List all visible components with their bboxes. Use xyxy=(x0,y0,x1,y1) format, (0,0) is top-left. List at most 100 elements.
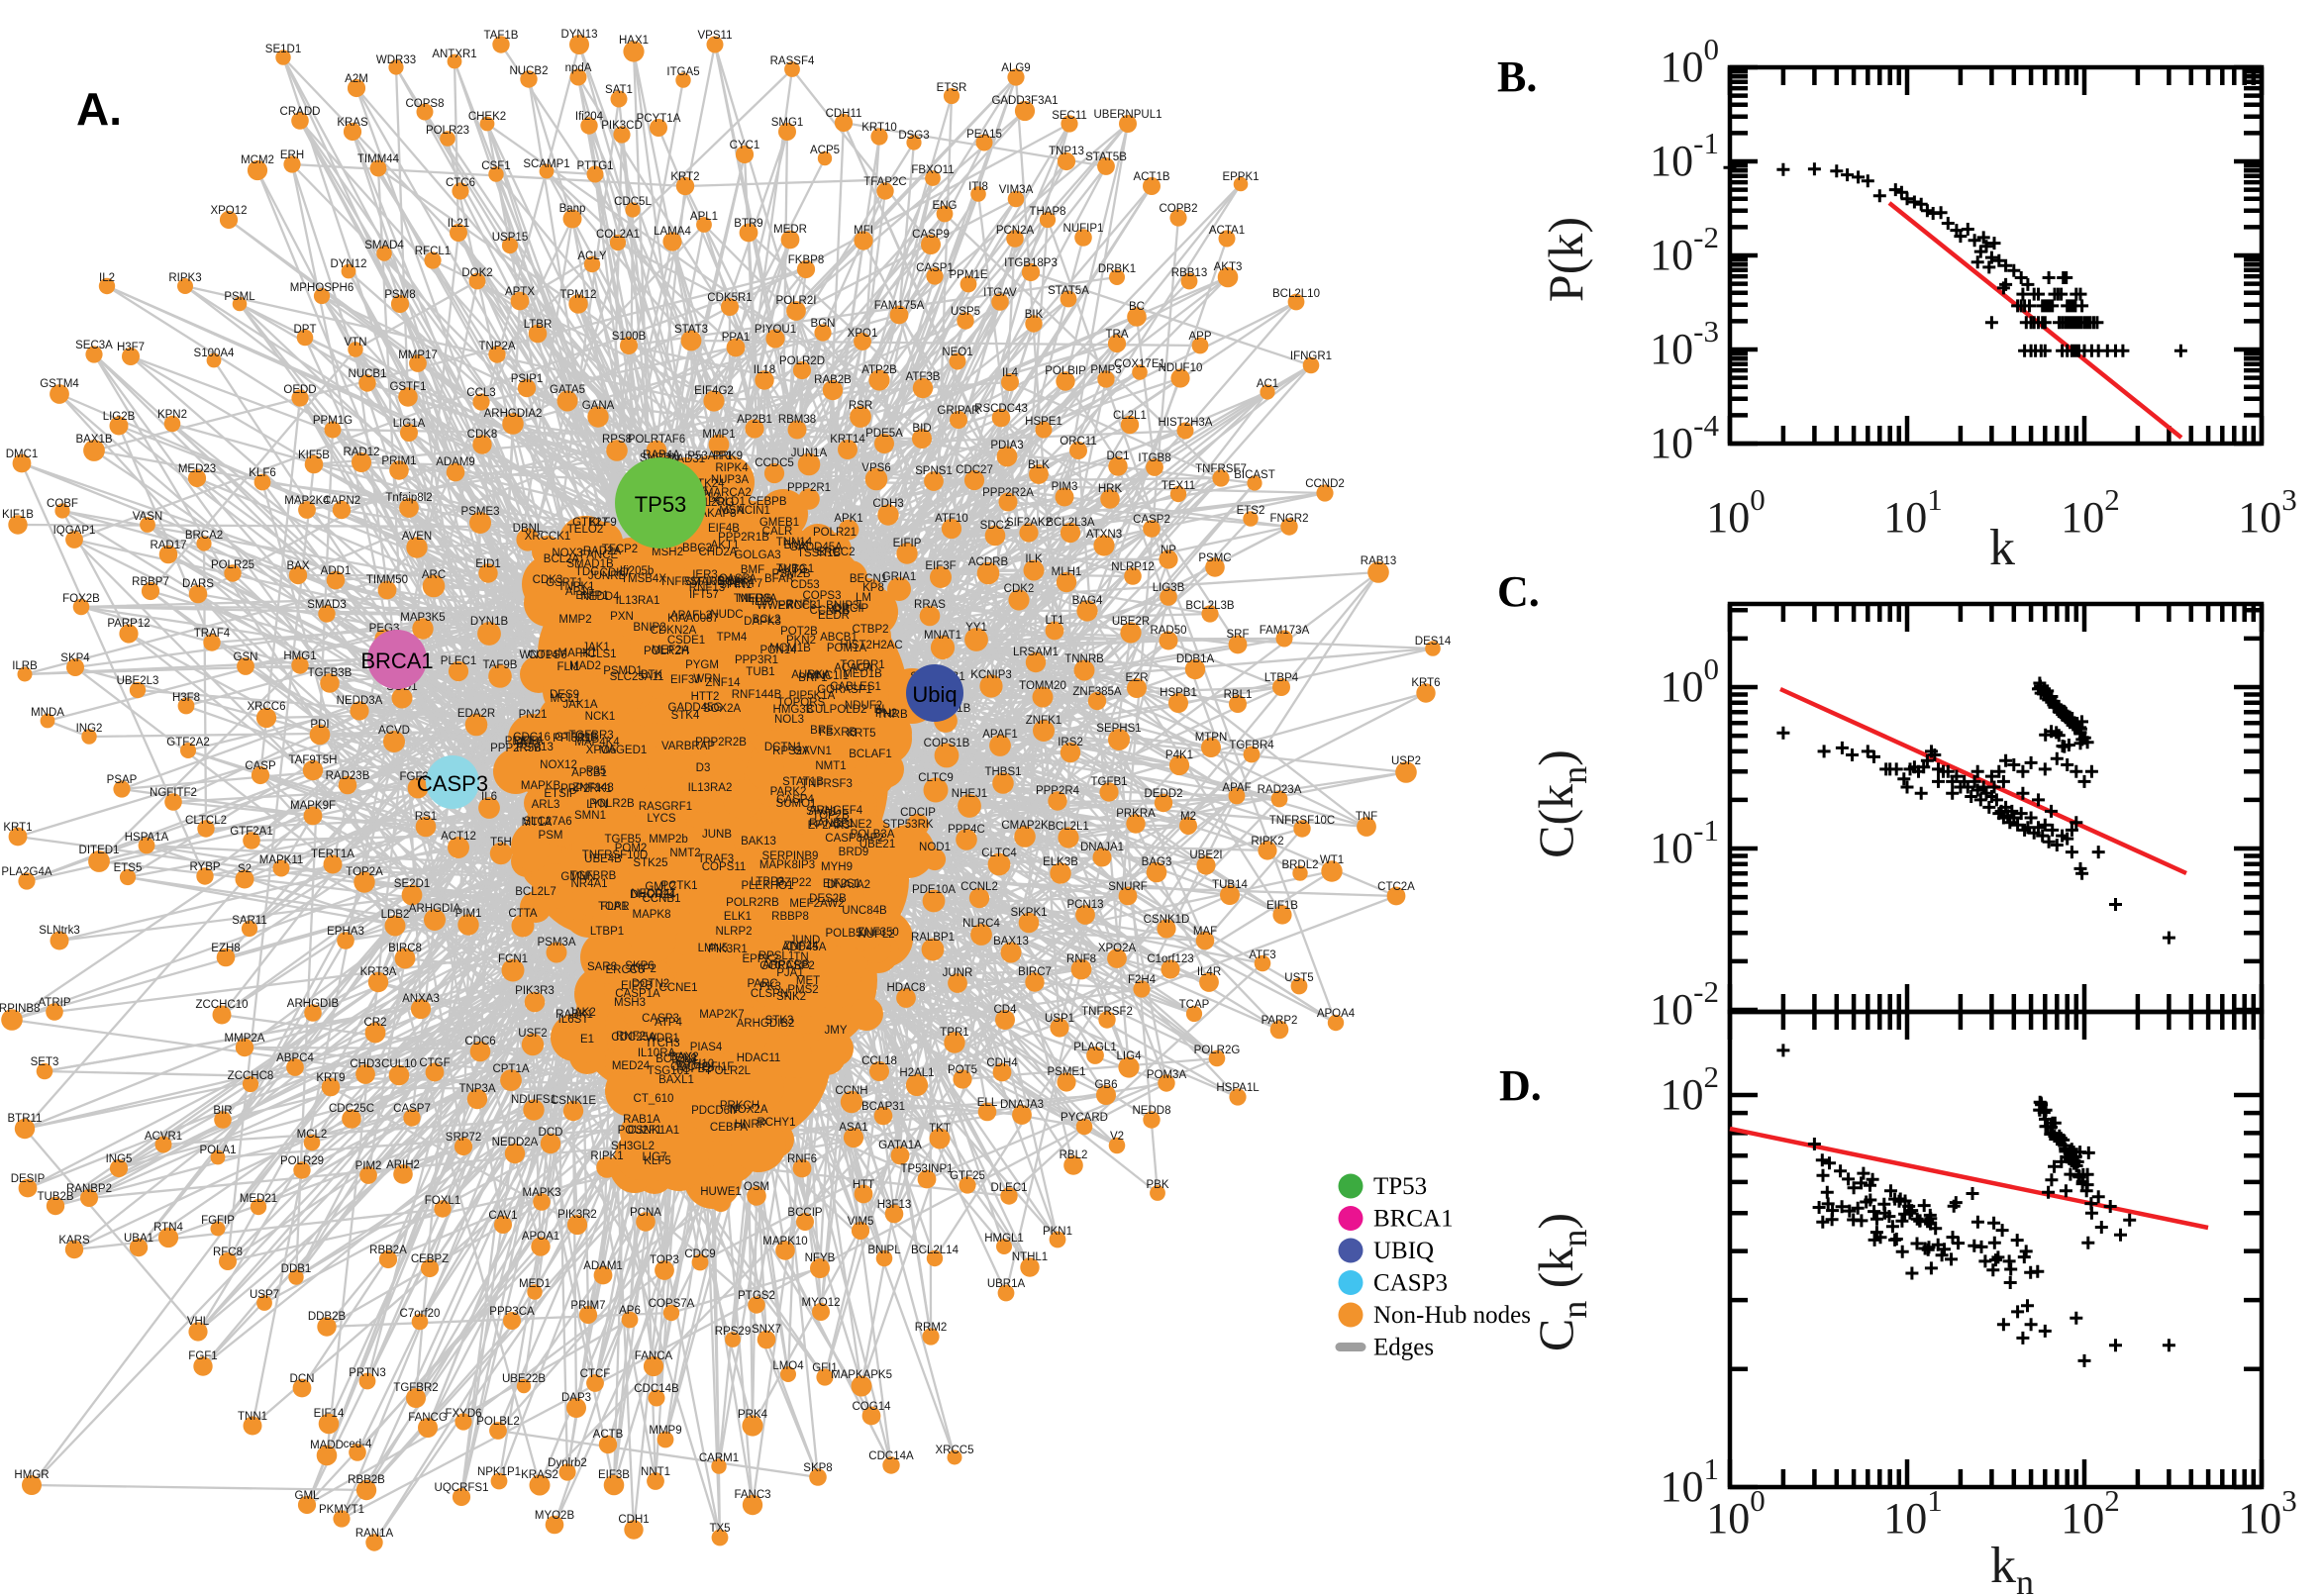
svg-text:BCL2A: BCL2A xyxy=(544,553,580,565)
svg-text:CD53: CD53 xyxy=(790,579,819,591)
svg-text:EIF2S1: EIF2S1 xyxy=(823,878,860,890)
svg-text:RPSL1: RPSL1 xyxy=(758,950,794,962)
svg-text:PDE5A: PDE5A xyxy=(865,428,903,440)
svg-text:PSME3: PSME3 xyxy=(461,506,500,518)
svg-text:ITGA5: ITGA5 xyxy=(666,66,699,78)
svg-text:VTN: VTN xyxy=(345,337,367,349)
svg-text:TEX11: TEX11 xyxy=(1162,480,1195,492)
svg-text:RASSF4: RASSF4 xyxy=(770,55,815,67)
svg-text:TPM4: TPM4 xyxy=(717,632,748,644)
svg-text:MEDR: MEDR xyxy=(773,224,807,236)
svg-text:UNC84B: UNC84B xyxy=(842,905,887,917)
svg-text:CDK2: CDK2 xyxy=(1004,583,1035,595)
svg-text:DES9: DES9 xyxy=(550,689,579,701)
svg-text:ORC11: ORC11 xyxy=(1060,436,1097,448)
svg-text:APAFL2: APAFL2 xyxy=(670,610,712,622)
svg-text:BNIP2: BNIP2 xyxy=(633,622,665,634)
svg-text:RIPK4: RIPK4 xyxy=(715,462,749,474)
svg-text:PCYT1A: PCYT1A xyxy=(637,113,681,125)
svg-text:NUPL2: NUPL2 xyxy=(858,929,894,941)
svg-text:BRF1: BRF1 xyxy=(798,672,827,684)
svg-text:COL2A1: COL2A1 xyxy=(596,229,640,241)
svg-text:POLR21: POLR21 xyxy=(813,527,857,539)
svg-text:TGFBRB: TGFBRB xyxy=(570,870,617,882)
svg-text:NUFIP1: NUFIP1 xyxy=(1063,223,1104,235)
svg-text:CDC16: CDC16 xyxy=(513,732,551,744)
svg-text:CD4: CD4 xyxy=(993,1004,1017,1016)
svg-text:NMT1: NMT1 xyxy=(815,760,846,772)
svg-text:HSPE1: HSPE1 xyxy=(1025,416,1062,428)
svg-text:UBE2L3: UBE2L3 xyxy=(117,675,159,687)
svg-text:CDH3: CDH3 xyxy=(872,498,903,510)
svg-text:SAT1: SAT1 xyxy=(605,84,633,96)
svg-text:IER3: IER3 xyxy=(692,569,718,581)
svg-text:SCAMP1: SCAMP1 xyxy=(523,158,569,170)
svg-text:NMT2: NMT2 xyxy=(669,848,700,859)
svg-text:SEC3A: SEC3A xyxy=(75,340,113,351)
svg-text:HDAC11: HDAC11 xyxy=(737,1052,781,1064)
svg-text:RFCL1: RFCL1 xyxy=(415,246,451,257)
svg-text:JMY: JMY xyxy=(825,1025,848,1037)
svg-text:ATF3B: ATF3B xyxy=(906,371,941,383)
svg-text:SEPHS1: SEPHS1 xyxy=(1096,723,1141,735)
svg-text:ALG9: ALG9 xyxy=(1001,62,1030,74)
svg-text:POLR2B: POLR2B xyxy=(589,798,635,810)
svg-text:NCK1: NCK1 xyxy=(585,711,616,723)
svg-text:MEF2AW2: MEF2AW2 xyxy=(789,898,844,910)
svg-text:CASP1A: CASP1A xyxy=(615,988,660,1000)
svg-text:POLR2I: POLR2I xyxy=(776,295,817,307)
svg-text:EIFIP: EIFIP xyxy=(893,538,922,549)
svg-text:TUB14: TUB14 xyxy=(1212,879,1248,891)
svg-text:BMX: BMX xyxy=(784,540,809,551)
svg-text:IL13RA1: IL13RA1 xyxy=(616,595,660,607)
svg-text:HIST2H3A: HIST2H3A xyxy=(1159,417,1213,429)
svg-text:BCL2L10: BCL2L10 xyxy=(1272,288,1320,300)
svg-text:PSML: PSML xyxy=(224,291,255,303)
svg-text:CCNL2: CCNL2 xyxy=(960,881,998,893)
svg-text:IL4: IL4 xyxy=(1002,367,1019,379)
svg-text:PPP2R5B: PPP2R5B xyxy=(490,743,542,754)
svg-text:STAT5B: STAT5B xyxy=(1085,151,1127,163)
svg-text:BAG4: BAG4 xyxy=(1072,595,1103,607)
svg-text:TNP13: TNP13 xyxy=(1049,146,1084,157)
svg-text:SIF2AK2: SIF2AK2 xyxy=(1006,517,1052,529)
svg-text:DSG3: DSG3 xyxy=(898,130,929,142)
svg-text:PEA15: PEA15 xyxy=(966,129,1002,141)
svg-text:CEBPB: CEBPB xyxy=(749,496,787,508)
svg-text:CYC1: CYC1 xyxy=(730,140,760,151)
svg-text:AVEN: AVEN xyxy=(402,531,432,543)
svg-text:ERH: ERH xyxy=(280,150,304,161)
svg-text:PSME1: PSME1 xyxy=(1048,1066,1086,1078)
svg-text:DARS: DARS xyxy=(182,578,214,590)
svg-text:PIK3CD: PIK3CD xyxy=(601,120,643,132)
svg-text:CABLES1: CABLES1 xyxy=(830,681,881,693)
svg-text:ARL3: ARL3 xyxy=(532,799,560,811)
svg-text:ETS2: ETS2 xyxy=(1237,505,1265,517)
svg-text:SMAD4: SMAD4 xyxy=(364,240,404,251)
svg-text:CDK8: CDK8 xyxy=(467,429,498,441)
svg-text:ACLY: ACLY xyxy=(577,250,607,262)
svg-text:NEDD8: NEDD8 xyxy=(1133,1105,1171,1117)
svg-text:RBB13: RBB13 xyxy=(1171,267,1207,279)
svg-text:IL10RA: IL10RA xyxy=(638,1047,676,1059)
svg-text:ITI8: ITI8 xyxy=(968,181,988,193)
svg-text:PN2: PN2 xyxy=(875,708,897,720)
svg-text:CASP1: CASP1 xyxy=(916,262,954,274)
svg-text:BTR9: BTR9 xyxy=(734,218,762,230)
svg-text:GRIPAR: GRIPAR xyxy=(937,405,979,417)
svg-text:TNP2A: TNP2A xyxy=(478,341,515,352)
svg-text:TOP1: TOP1 xyxy=(598,901,628,913)
svg-text:LTBP3: LTBP3 xyxy=(751,876,784,888)
svg-text:ATF10: ATF10 xyxy=(935,513,968,525)
svg-text:EIF3F: EIF3F xyxy=(925,560,956,572)
svg-text:STAT3: STAT3 xyxy=(674,324,708,336)
svg-text:UBE21: UBE21 xyxy=(859,839,895,850)
svg-text:TIMM44: TIMM44 xyxy=(357,153,400,165)
svg-text:JUNR: JUNR xyxy=(943,967,973,979)
svg-text:CCNB1: CCNB1 xyxy=(643,893,681,905)
svg-text:MLH1: MLH1 xyxy=(1052,566,1082,578)
svg-text:APAF: APAF xyxy=(1222,782,1251,794)
svg-text:PIM3: PIM3 xyxy=(1052,481,1078,493)
svg-text:OEDD: OEDD xyxy=(283,384,316,396)
svg-text:M2: M2 xyxy=(1180,811,1196,823)
